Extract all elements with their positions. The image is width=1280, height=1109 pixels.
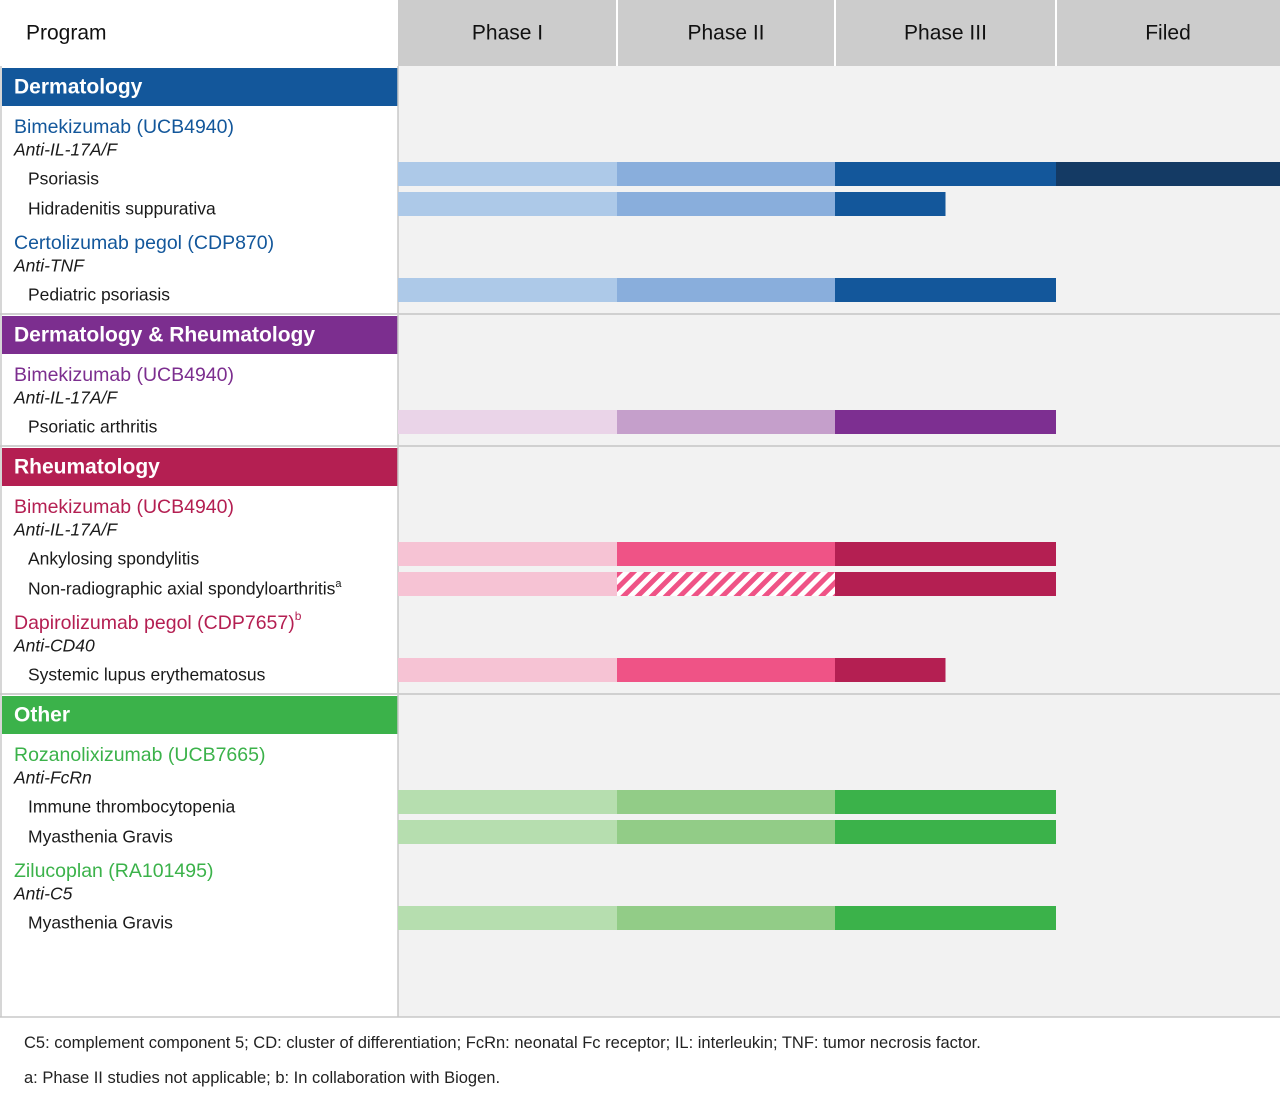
- phase-header-1: Phase I: [472, 22, 543, 45]
- footnote-abbreviations: C5: complement component 5; CD: cluster …: [24, 1034, 981, 1052]
- program-name: Certolizumab pegol (CDP870): [14, 232, 274, 254]
- phase-area-background: [398, 0, 1280, 1017]
- indication-label: Psoriatic arthritis: [28, 417, 158, 437]
- progress-bar-phase-3: [835, 820, 1056, 844]
- program-name: Bimekizumab (UCB4940): [14, 496, 234, 518]
- progress-bar-phase-1: [398, 162, 617, 186]
- section-title: Rheumatology: [14, 456, 160, 479]
- progress-bar-phase-4: [1056, 162, 1280, 186]
- program-column-header: Program: [26, 22, 107, 45]
- footnote-notes: a: Phase II studies not applicable; b: I…: [24, 1069, 501, 1087]
- indication-label: Ankylosing spondylitis: [28, 549, 199, 569]
- program-target: Anti-FcRn: [13, 768, 92, 788]
- progress-bar-phase-3: [835, 906, 1056, 930]
- progress-bar-phase-3: [835, 572, 1056, 596]
- program-name: Zilucoplan (RA101495): [14, 860, 213, 882]
- phase-header-3: Phase III: [904, 22, 987, 45]
- program-target: Anti-TNF: [13, 256, 85, 276]
- progress-bar-phase-3: [835, 790, 1056, 814]
- section-title: Dermatology & Rheumatology: [14, 324, 315, 347]
- progress-bar-phase-3: [835, 658, 946, 682]
- header-background: [398, 0, 1280, 66]
- section-header-bar: [2, 448, 398, 486]
- progress-bar-phase-3: [835, 162, 1056, 186]
- progress-bar-phase-2: [617, 410, 835, 434]
- program-name: Bimekizumab (UCB4940): [14, 116, 234, 138]
- progress-bar-phase-1: [398, 410, 617, 434]
- program-target: Anti-C5: [13, 884, 73, 904]
- indication-label: Myasthenia Gravis: [28, 913, 173, 933]
- progress-bar-phase-1: [398, 658, 617, 682]
- indication-label: Hidradenitis suppurativa: [28, 199, 216, 219]
- section-title: Other: [14, 704, 70, 727]
- program-target: Anti-CD40: [13, 636, 95, 656]
- indication-label: Pediatric psoriasis: [28, 285, 170, 305]
- section-title: Dermatology: [14, 76, 143, 99]
- progress-bar-phase-3: [835, 278, 1056, 302]
- section-header-bar: [2, 316, 398, 354]
- progress-bar-phase-2: [617, 542, 835, 566]
- program-name: Bimekizumab (UCB4940): [14, 364, 234, 386]
- progress-bar-phase-3: [835, 410, 1056, 434]
- phase-header-2: Phase II: [687, 22, 764, 45]
- progress-bar-phase-1: [398, 906, 617, 930]
- progress-bar-phase-2: [617, 572, 835, 596]
- progress-bar-phase-1: [398, 542, 617, 566]
- program-name: Dapirolizumab pegol (CDP7657)b: [14, 609, 302, 634]
- progress-bar-phase-2: [617, 906, 835, 930]
- progress-bar-phase-3: [835, 192, 946, 216]
- progress-bar-phase-1: [398, 192, 617, 216]
- section-header-bar: [2, 68, 398, 106]
- indication-label: Non-radiographic axial spondyloarthritis…: [28, 578, 342, 599]
- progress-bar-phase-1: [398, 572, 617, 596]
- progress-bar-phase-3: [835, 542, 1056, 566]
- progress-bar-phase-2: [617, 658, 835, 682]
- progress-bar-phase-1: [398, 278, 617, 302]
- program-target: Anti-IL-17A/F: [13, 388, 118, 408]
- section-header-bar: [2, 696, 398, 734]
- indication-label: Psoriasis: [28, 169, 99, 189]
- program-target: Anti-IL-17A/F: [13, 140, 118, 160]
- progress-bar-phase-2: [617, 278, 835, 302]
- indication-label: Immune thrombocytopenia: [28, 797, 235, 817]
- progress-bar-phase-2: [617, 162, 835, 186]
- phase-header-4: Filed: [1145, 22, 1191, 45]
- indication-label: Myasthenia Gravis: [28, 827, 173, 847]
- indication-label: Systemic lupus erythematosus: [28, 665, 266, 685]
- progress-bar-phase-2: [617, 790, 835, 814]
- program-name: Rozanolixizumab (UCB7665): [14, 744, 265, 766]
- progress-bar-phase-1: [398, 790, 617, 814]
- progress-bar-phase-1: [398, 820, 617, 844]
- program-target: Anti-IL-17A/F: [13, 520, 118, 540]
- progress-bar-phase-2: [617, 192, 835, 216]
- progress-bar-phase-2: [617, 820, 835, 844]
